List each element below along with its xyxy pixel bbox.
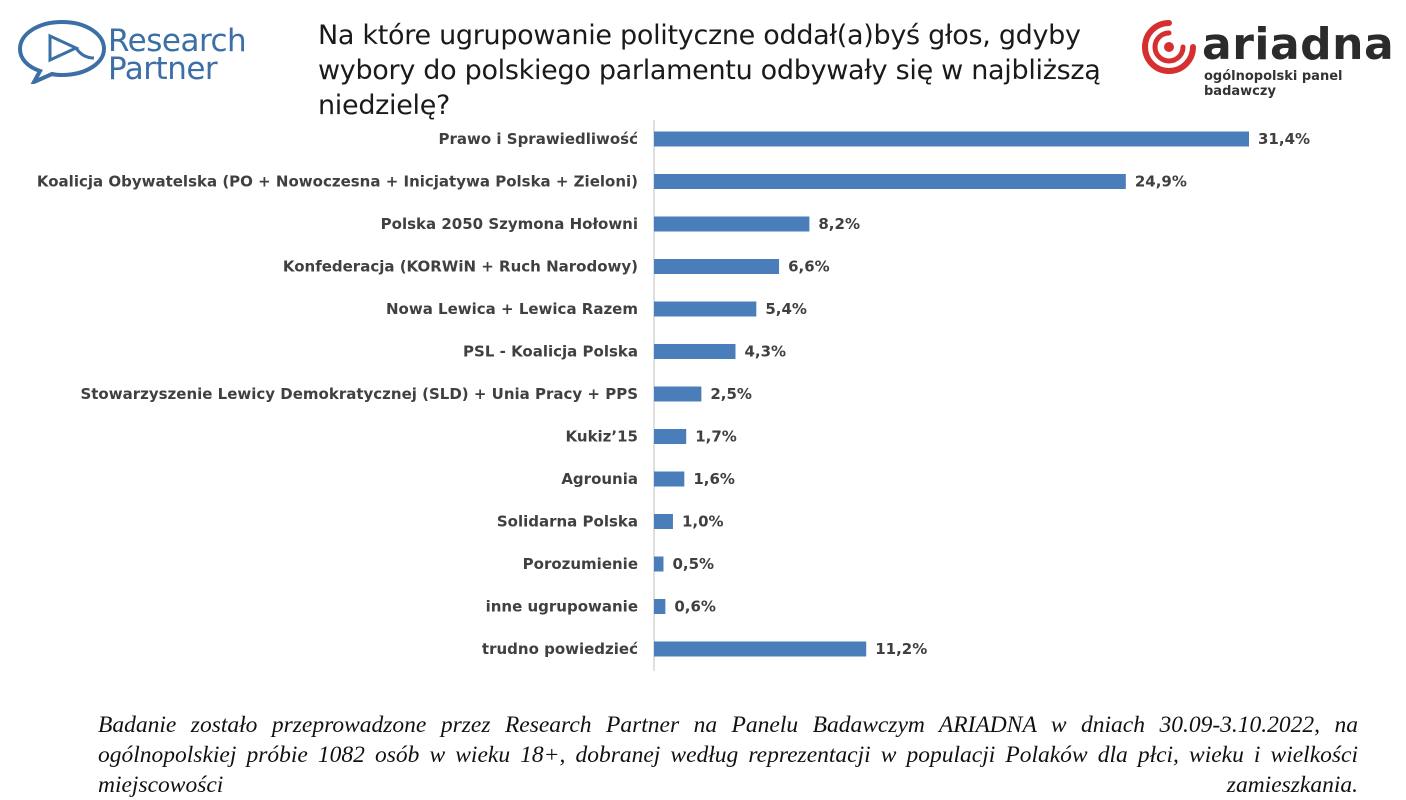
page-title: Na które ugrupowanie polityczne oddał(a)…	[318, 20, 1101, 121]
value-label: 4,3%	[744, 343, 786, 361]
value-label: 5,4%	[765, 300, 807, 318]
research-partner-logo: Research Partner	[16, 18, 247, 87]
category-label: Porozumienie	[523, 555, 638, 573]
speech-bubble-pie-icon	[17, 19, 107, 87]
value-label: 31,4%	[1258, 130, 1310, 148]
category-label: Stowarzyszenie Lewicy Demokratycznej (SL…	[80, 385, 638, 403]
value-label: 2,5%	[710, 385, 752, 403]
bar-chart: Prawo i Sprawiedliwość 31,4% Koalicja Obyw…	[37, 120, 1310, 671]
bar	[654, 599, 666, 614]
value-label: 0,5%	[672, 555, 714, 573]
value-label: 0,6%	[674, 598, 716, 616]
bar	[654, 386, 702, 402]
ariadna-wordmark: ariadna	[1202, 19, 1395, 70]
category-label: trudno powiedzieć	[482, 640, 638, 658]
ariadna-logo: ariadna ogólnopolski panel badawczy	[1140, 18, 1396, 99]
bar	[654, 641, 867, 657]
bar	[654, 514, 673, 529]
value-label: 1,6%	[693, 470, 735, 488]
value-label: 24,9%	[1135, 173, 1187, 191]
logo-word-research: Research	[108, 23, 247, 59]
logo-word-partner: Partner	[108, 51, 218, 87]
category-label: PSL - Koalicja Polska	[463, 343, 638, 361]
bar	[654, 471, 685, 487]
value-label: 1,7%	[695, 428, 737, 446]
category-label: Polska 2050 Szymona Hołowni	[381, 215, 638, 233]
value-label: 8,2%	[818, 215, 860, 233]
bar-group: Prawo i Sprawiedliwość 31,4% Koalicja Obyw…	[37, 130, 1310, 658]
bar	[654, 174, 1126, 189]
bar	[654, 301, 757, 317]
bar	[654, 344, 736, 359]
methodology-footnote: Badanie zostało przeprowadzone przez Res…	[98, 712, 1358, 798]
category-label: Nowa Lewica + Lewica Razem	[386, 300, 638, 318]
category-label: Agrounia	[561, 470, 638, 488]
value-label: 1,0%	[682, 513, 724, 531]
ariadna-tagline: ogólnopolski panel badawczy	[1204, 69, 1343, 99]
category-label: Koalicja Obywatelska (PO + Nowoczesna + …	[37, 173, 638, 191]
category-label: Solidarna Polska	[497, 513, 638, 531]
category-label: Prawo i Sprawiedliwość	[439, 130, 639, 148]
bar	[654, 429, 687, 444]
category-label: Konfederacja (KORWiN + Ruch Narodowy)	[283, 258, 638, 276]
bar	[654, 216, 810, 232]
category-label: inne ugrupowanie	[486, 598, 638, 616]
bar	[654, 259, 780, 274]
bar	[654, 131, 1249, 147]
bar	[654, 556, 664, 572]
spiral-target-icon	[1142, 20, 1196, 74]
category-label: Kukiz’15	[566, 428, 638, 446]
value-label: 6,6%	[788, 258, 830, 276]
value-label: 11,2%	[875, 640, 927, 658]
